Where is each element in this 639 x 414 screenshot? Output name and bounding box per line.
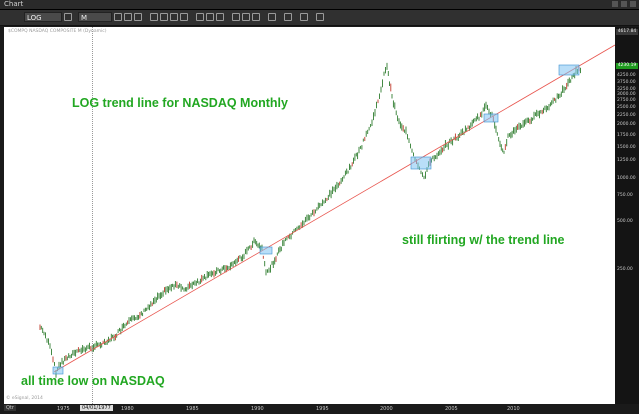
zoom-out-icon[interactable] (206, 13, 214, 21)
cursor-date-line (92, 27, 93, 404)
time-tick-label: 1980 (121, 406, 134, 412)
time-tick-label: 1975 (57, 406, 70, 412)
zoom-in-icon[interactable] (196, 13, 204, 21)
signal-icon[interactable] (300, 13, 308, 21)
zoom-icon[interactable] (114, 13, 122, 21)
pencil-icon[interactable] (150, 13, 158, 21)
price-tick-label: 750.00 (617, 193, 633, 198)
copyright-watermark: © eSignal, 2014 (6, 396, 43, 401)
trendline-touch-highlight (558, 64, 580, 76)
price-tick-label: 2000.00 (617, 122, 636, 127)
time-tick-label: 2005 (445, 406, 458, 412)
fib-icon[interactable] (252, 13, 260, 21)
ruler-icon[interactable] (268, 13, 276, 21)
cursor-date-label: 04/01/1977 (80, 405, 113, 411)
time-tick-label: 1995 (316, 406, 329, 412)
price-tick-label: 2500.00 (617, 105, 636, 110)
window-title: Chart (4, 0, 24, 8)
log-trend-line (53, 44, 615, 373)
toolbar: LOG M (0, 10, 639, 26)
last-price-tag: 4230.19 (616, 63, 638, 69)
candlestick-series (39, 62, 581, 378)
time-tick-label: 1985 (186, 406, 199, 412)
trendline-touch-highlight (410, 156, 432, 170)
price-tick-label: 3250.00 (617, 87, 636, 92)
line-icon[interactable] (242, 13, 250, 21)
lock-icon[interactable] (216, 13, 224, 21)
price-tick-label: 500.00 (617, 219, 633, 224)
arrow-icon[interactable] (232, 13, 240, 21)
price-tick-label: 3000.00 (617, 92, 636, 97)
symbol-input[interactable]: LOG (24, 12, 62, 22)
text-icon[interactable] (180, 13, 188, 21)
star-icon[interactable] (316, 13, 324, 21)
crosshair-price-tag: 4617.84 (616, 29, 638, 35)
annotation-trendline: still flirting w/ the trend line (402, 233, 565, 247)
eraser-icon[interactable] (160, 13, 168, 21)
highlight-boxes (52, 64, 580, 375)
title-bar: Chart (0, 0, 639, 10)
square-icon[interactable] (170, 13, 178, 21)
price-tick-label: 1250.00 (617, 158, 636, 163)
price-axis[interactable]: 4617.84 4250.00 3750.00 3250.00 3000.00 … (615, 27, 639, 404)
time-tick-label: 1990 (251, 406, 264, 412)
period-tag: Qtr (4, 405, 16, 411)
price-tick-label: 4250.00 (617, 73, 636, 78)
symbol-dropdown-icon[interactable] (64, 13, 72, 21)
trendline-touch-highlight (259, 246, 273, 255)
gear-icon[interactable] (284, 13, 292, 21)
price-tick-label: 2750.00 (617, 98, 636, 103)
price-tick-label: 250.00 (617, 267, 633, 272)
chart-plot-area[interactable] (4, 27, 615, 404)
price-tick-label: 1000.00 (617, 176, 636, 181)
chart-legend: $COMPQ NASDAQ COMPOSITE M (Dynamic) (8, 29, 107, 34)
time-tick-label: 2010 (507, 406, 520, 412)
crosshair-icon[interactable] (134, 13, 142, 21)
price-tick-label: 3750.00 (617, 80, 636, 85)
annotation-title: LOG trend line for NASDAQ Monthly (72, 96, 288, 110)
maximize-button[interactable] (621, 1, 627, 7)
trendline-touch-highlight (483, 113, 499, 123)
price-tick-label: 1750.00 (617, 133, 636, 138)
cursor-icon[interactable] (124, 13, 132, 21)
price-tick-label: 2250.00 (617, 113, 636, 118)
price-chart-svg (39, 44, 615, 378)
annotation-all-time-low: all time low on NASDAQ (21, 374, 165, 388)
price-tick-label: 1500.00 (617, 145, 636, 150)
minimize-button[interactable] (612, 1, 618, 7)
trendline-touch-highlight (52, 366, 64, 375)
time-axis[interactable]: Qtr 04/01/1977 1975 1980 1985 1990 1995 … (0, 404, 639, 414)
window-controls (612, 1, 636, 7)
period-input[interactable]: M (78, 12, 112, 22)
close-button[interactable] (630, 1, 636, 7)
time-tick-label: 2000 (380, 406, 393, 412)
